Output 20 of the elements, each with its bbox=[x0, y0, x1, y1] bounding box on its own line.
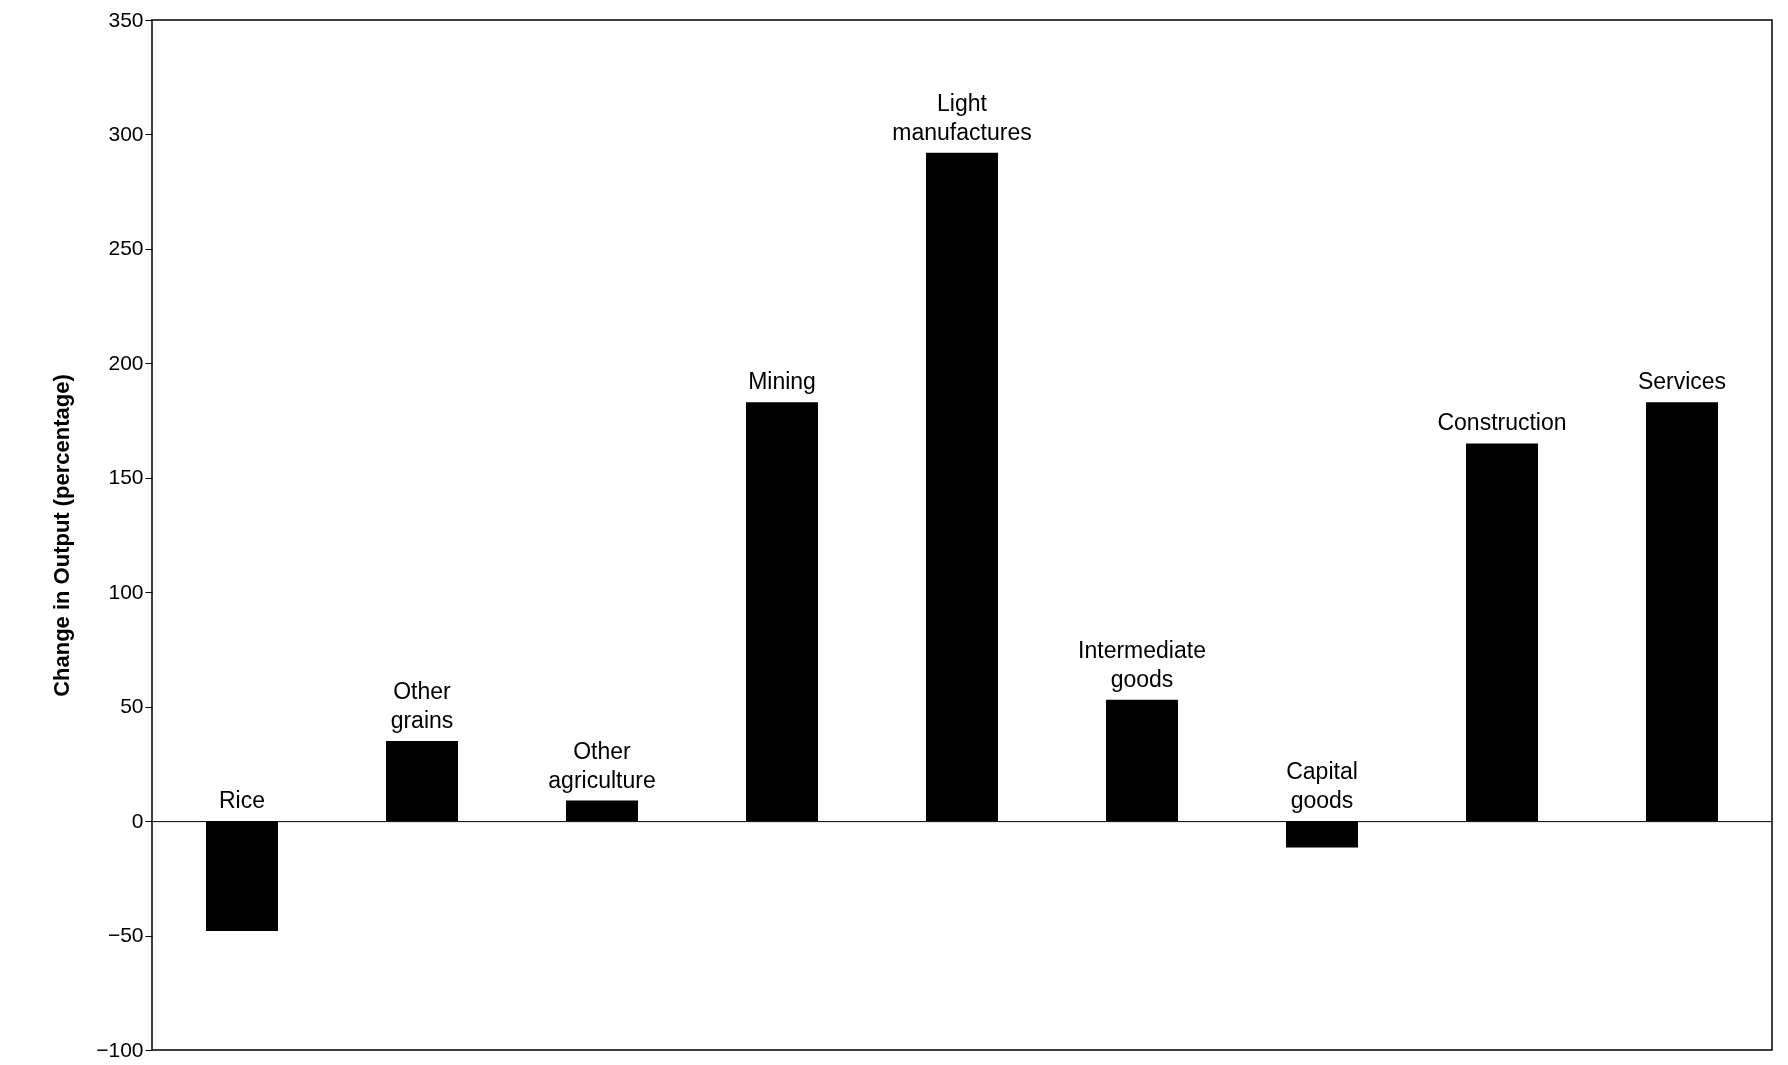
y-tick-label: 250 bbox=[108, 236, 144, 260]
x-tick-label: Rice bbox=[218, 787, 266, 814]
y-tick-label: 350 bbox=[108, 7, 144, 31]
y-tick-label: 300 bbox=[108, 121, 144, 145]
y-tick-label: −50 bbox=[107, 923, 144, 947]
x-tick-label: Services bbox=[1637, 368, 1727, 395]
x-tick-label: Construction bbox=[1437, 409, 1567, 436]
y-tick-label: 0 bbox=[131, 808, 144, 832]
category-label: Capital goods bbox=[1286, 758, 1358, 814]
y-tick-label: 50 bbox=[120, 694, 144, 718]
category-label: Intermediate goods bbox=[1078, 636, 1206, 692]
y-tick-label: 100 bbox=[108, 579, 144, 603]
y-tick-label: 150 bbox=[108, 465, 144, 489]
category-label: Other agriculture bbox=[548, 737, 656, 793]
category-label: Other grains bbox=[390, 678, 454, 733]
y-axis-title: Change in Output (percentage) bbox=[49, 374, 75, 697]
category-label: Light manufactures bbox=[892, 89, 1032, 145]
y-tick-label: 200 bbox=[108, 350, 144, 374]
x-tick-label: Mining bbox=[748, 368, 816, 395]
y-tick-label: −100 bbox=[96, 1037, 144, 1061]
